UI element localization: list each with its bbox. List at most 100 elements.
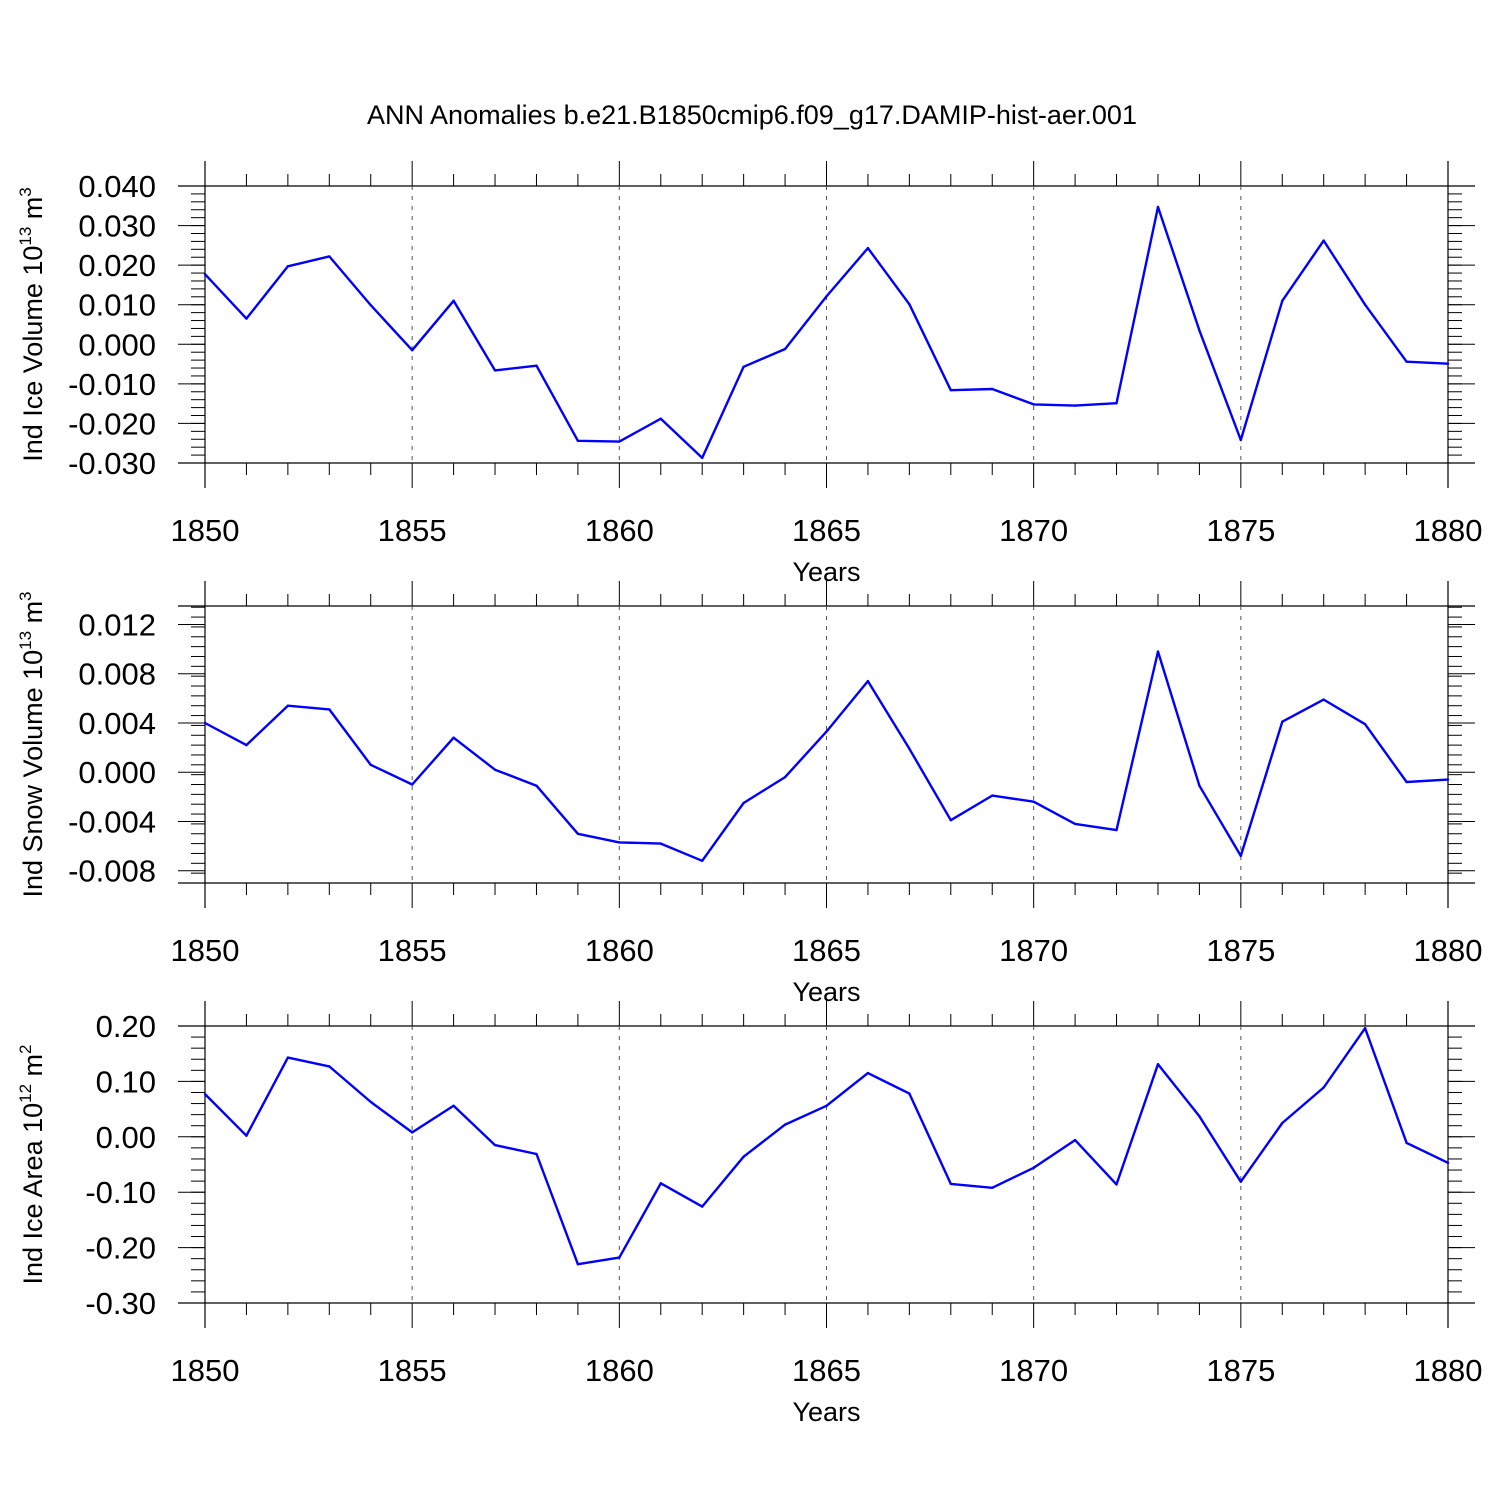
data-point [369,763,372,767]
y-axis-label-unit-exponent: 3 [16,187,35,196]
y-tick-label: -0.010 [68,367,156,402]
data-point [493,369,497,372]
data-point [908,303,911,306]
y-axis-label: Ind Ice Area 1012 m2 [16,1044,48,1284]
data-point [908,747,911,751]
data-point [1156,205,1160,209]
x-tick-label: 1875 [1206,1353,1275,1388]
data-point [701,1205,704,1208]
panel-3: 1850 1855 1860 1865 1870 1875 1880 -0.30 -0.20 -0… [16,1001,1482,1427]
x-tick-label: 1860 [585,933,654,968]
y-tick-label: -0.30 [85,1286,156,1321]
y-tick-label: -0.030 [68,446,156,481]
data-point [783,775,787,779]
data-point [1281,299,1284,302]
data-point [535,784,538,787]
data-point [1239,854,1243,858]
data-point [659,417,662,420]
y-axis-label-exponent: 13 [16,631,35,650]
data-point [991,387,994,391]
data-point [452,736,455,739]
panel-2: 1850 1855 1860 1865 1870 1875 1880 -0.008 -0.004… [16,581,1482,1007]
data-point [245,317,248,320]
y-tick-label: -0.008 [68,854,156,889]
y-tick-label: 0.010 [78,288,156,323]
data-point [1073,404,1077,407]
data-point [1446,362,1450,365]
data-point [908,1092,911,1095]
data-point [535,1152,538,1156]
y-axis-label-unit-exponent: 3 [16,591,35,600]
x-tick-label: 1865 [792,1353,861,1388]
data-point [742,365,745,369]
y-tick-label: 0.00 [96,1120,156,1155]
data-point [245,743,248,747]
x-tick-label: 1865 [792,933,861,968]
data-point [203,273,207,276]
data-point [452,299,455,302]
data-point [1405,1141,1408,1145]
x-tick-label: 1880 [1414,1353,1483,1388]
y-tick-label: 0.20 [96,1009,156,1044]
x-tick-label: 1855 [378,513,447,548]
y-tick-label: 0.004 [78,706,156,741]
data-point [866,1071,870,1075]
x-tick-label: 1870 [999,933,1068,968]
x-tick-label: 1880 [1414,513,1483,548]
y-axis-label-unit-exponent: 2 [16,1044,35,1053]
y-axis-label-unit: m [18,1054,48,1084]
data-point [1156,1063,1160,1066]
data-point [1322,698,1325,701]
data-point [1032,1166,1035,1170]
x-tick-label: 1855 [378,933,447,968]
data-point [1322,1086,1325,1089]
x-tick-label: 1860 [585,513,654,548]
y-axis-label: Ind Snow Volume 1013 m3 [16,591,48,897]
data-point [1198,784,1201,787]
y-tick-label: 0.040 [78,169,156,204]
series-line [204,205,1449,460]
data-point [1363,303,1367,306]
data-point [286,265,290,268]
y-tick-label: 0.008 [78,657,156,692]
data-point [1073,822,1077,826]
data-point [369,303,372,307]
data-point [1115,828,1118,832]
data-point [576,439,580,443]
data-point [783,347,787,351]
data-point [742,801,745,805]
x-tick-label: 1850 [171,1353,240,1388]
data-point [1115,1183,1118,1186]
data-point [866,679,870,683]
x-tick-label: 1870 [999,513,1068,548]
data-point [742,1155,745,1158]
data-point [659,842,662,845]
data-point [410,349,414,352]
data-point [286,1056,290,1059]
data-point [991,794,994,797]
y-axis-label-exponent: 13 [16,227,35,246]
data-point [1405,780,1408,784]
y-tick-label: 0.020 [78,248,156,283]
data-point [1156,650,1160,653]
data-point [535,364,538,367]
data-point [1032,403,1035,406]
y-tick-label: 0.030 [78,209,156,244]
data-point [1198,329,1201,332]
data-point [1446,778,1450,781]
data-point [949,819,952,822]
data-point [825,730,828,733]
x-tick-label: 1875 [1206,513,1275,548]
data-point [1281,1121,1284,1125]
data-point [328,708,331,711]
data-point [1239,438,1243,442]
x-tick-label: 1850 [171,513,240,548]
data-point [618,841,621,844]
y-tick-label: -0.004 [68,804,156,839]
data-point [659,1182,662,1185]
data-point [1322,239,1325,242]
x-tick-label: 1880 [1414,933,1483,968]
y-axis-label-unit: m [18,601,48,631]
data-point [1446,1161,1450,1165]
x-tick-label: 1860 [585,1353,654,1388]
